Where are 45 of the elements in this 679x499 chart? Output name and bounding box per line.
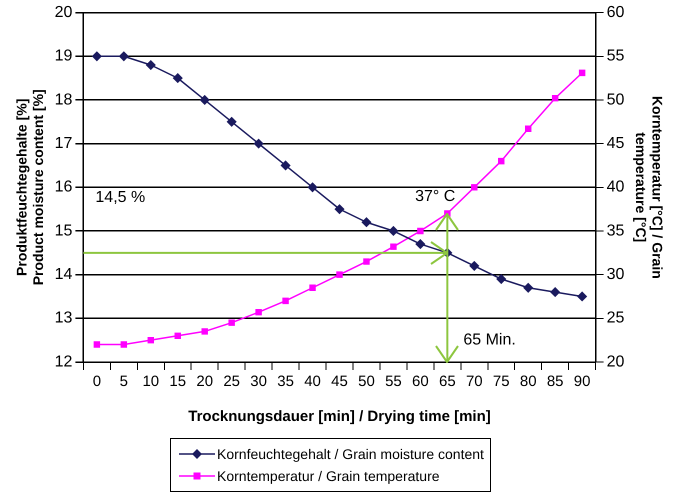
y-tick-label: 16 [54,178,72,196]
y2-tick-label: 40 [606,178,624,196]
y2-tick-label: 30 [606,266,624,284]
x-tick-label: 80 [520,373,537,390]
x-tick-label: 65 [438,373,456,390]
x-tick-label: 20 [196,373,214,390]
x-tick-label: 70 [466,373,483,390]
y2-tick-label: 55 [606,48,624,65]
y-tick-label: 13 [54,310,72,327]
y-tick-label: 20 [54,4,72,22]
annotation: 37° C [415,188,456,205]
x-tick-label: 45 [331,373,348,390]
y2-tick-label: 25 [606,310,624,327]
x-tick-label: 35 [277,373,294,390]
y2-tick-label: 45 [606,135,624,152]
x-tick-label: 75 [492,373,510,390]
x-tick-label: 10 [142,373,160,390]
legend-label: Kornfeuchtegehalt / Grain moisture content [217,445,484,464]
y2-tick-label: 20 [606,353,624,370]
y2-tick-label: 50 [606,91,624,108]
y-axis-title: Produktfeuchtegehalte [%] Product moisture content [%] [13,89,46,286]
x-tick-label: 90 [574,373,590,390]
y2-axis-title: Korntemperatur [°C] / Grain temperature [°C] [632,96,666,279]
x-tick-label: 15 [169,373,186,390]
y2-tick-label: 35 [606,222,624,240]
x-axis-title: Trocknungsdauer [min] / Drying time [min] [188,408,491,426]
y-tick-label: 12 [54,353,72,370]
x-tick-label: 25 [223,373,240,390]
legend-label: Korntemperatur / Grain temperature [217,467,440,486]
y-tick-label: 18 [54,91,72,108]
x-tick-label: 0 [92,373,102,390]
x-tick-label: 50 [358,373,375,390]
x-tick-label: 40 [304,373,321,390]
y2-tick-label: 60 [606,4,624,22]
annotation: 14,5 % [95,189,146,206]
x-tick-label: 55 [385,373,402,390]
x-tick-label: 30 [250,373,267,390]
y-tick-label: 15 [54,222,72,240]
x-tick-label: 60 [412,373,429,390]
y-tick-label: 19 [54,48,72,65]
y-tick-label: 14 [54,266,72,284]
x-tick-label: 5 [120,373,128,390]
annotation: 65 Min. [463,331,516,348]
x-tick-label: 85 [546,373,564,390]
y-tick-label: 17 [54,135,72,152]
